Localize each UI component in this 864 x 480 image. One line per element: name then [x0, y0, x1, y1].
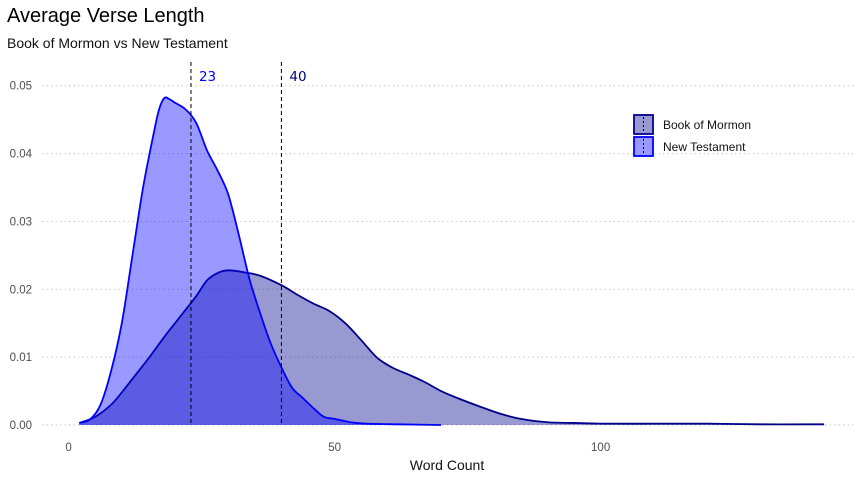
- chart-title: Average Verse Length: [7, 5, 205, 27]
- reference-lines: 23 40: [190, 62, 307, 425]
- x-tick-label: 0: [65, 442, 71, 454]
- y-tick-label: 0.03: [10, 216, 32, 228]
- legend: Book of Mormon New Testament: [633, 114, 751, 157]
- legend-label-new-testament: New Testament: [663, 140, 746, 154]
- new-testament-line: [78, 96, 442, 426]
- x-axis-title: Word Count: [410, 457, 485, 473]
- axis-ticks: 0.00 0.01 0.02 0.03 0.04 0.05 0 50 100: [10, 81, 611, 454]
- legend-label-book-of-mormon: Book of Mormon: [663, 118, 751, 132]
- x-tick-label: 100: [591, 442, 610, 454]
- y-tick-label: 0.04: [10, 149, 33, 161]
- legend-key-bg-book-of-mormon: [634, 115, 653, 134]
- y-tick-label: 0.05: [10, 81, 32, 93]
- y-tick-label: 0.01: [10, 352, 32, 364]
- reference-label-40: 40: [289, 69, 306, 85]
- new-testament-area: [79, 97, 442, 425]
- book-of-mormon-line: [78, 269, 825, 426]
- y-tick-label: 0.02: [10, 284, 32, 296]
- legend-key-book-of-mormon: [633, 114, 654, 135]
- x-tick-label: 50: [328, 442, 341, 454]
- grid-lines: [42, 85, 856, 426]
- legend-key-bg-new-testament: [634, 137, 653, 156]
- density-areas: [78, 96, 825, 426]
- legend-key-new-testament: [633, 136, 654, 157]
- chart-subtitle: Book of Mormon vs New Testament: [7, 35, 228, 51]
- book-of-mormon-area: [79, 270, 825, 425]
- reference-label-23: 23: [199, 69, 216, 85]
- y-tick-label: 0.00: [10, 420, 32, 432]
